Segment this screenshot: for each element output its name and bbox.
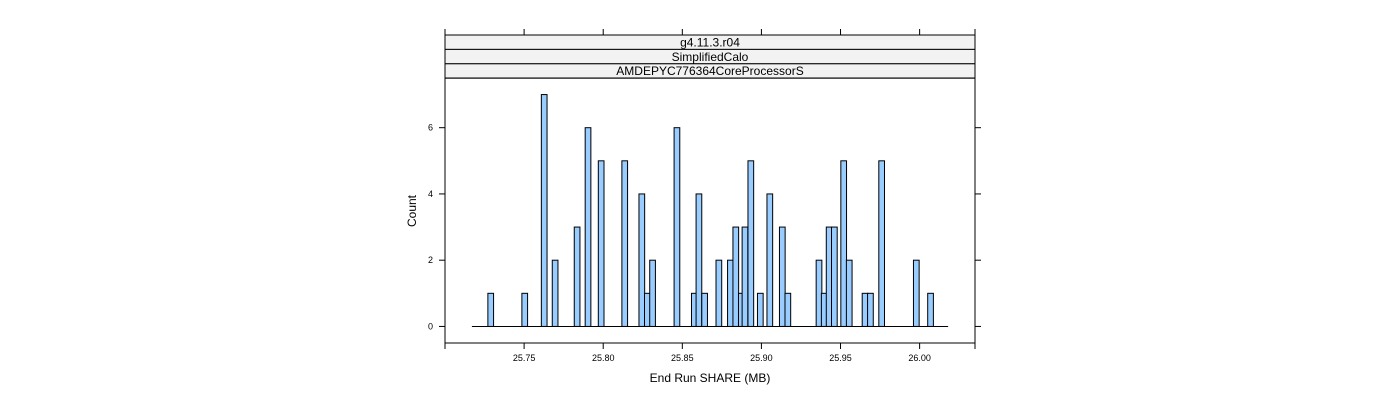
histogram-bar (778, 226, 786, 327)
x-tick-label: 25.75 (513, 353, 536, 363)
histogram-bar (540, 94, 548, 327)
strip-label-3: AMDEPYC776364CoreProcessorS (616, 64, 803, 78)
histogram-bar (756, 292, 764, 327)
strip-header: g4.11.3.r04SimplifiedCaloAMDEPYC776364Co… (444, 34, 976, 79)
y-axis-title: Count (405, 194, 419, 227)
panel-frame (444, 77, 976, 344)
histogram-bar (715, 259, 723, 327)
histogram-bar (766, 193, 774, 327)
histogram-bar (487, 292, 495, 327)
histogram-bar (638, 193, 646, 327)
y-tick-label: 6 (428, 123, 433, 133)
histogram-bar (521, 292, 529, 327)
y-tick-label: 2 (428, 255, 433, 265)
x-tick-label: 25.80 (592, 353, 615, 363)
histogram-bar (912, 259, 920, 327)
histogram-bar (649, 259, 656, 327)
histogram-bar (831, 226, 838, 327)
strip-label-2: SimplifiedCalo (672, 50, 749, 64)
x-tick-label: 25.95 (829, 353, 852, 363)
histogram-bar (584, 127, 592, 327)
histogram-bar (727, 259, 734, 327)
y-tick-label: 0 (428, 321, 433, 331)
histogram-bar (747, 160, 755, 327)
histogram-bar (695, 193, 703, 327)
histogram-bar (878, 160, 886, 327)
histogram-bar (840, 160, 848, 327)
x-tick-label: 25.85 (671, 353, 694, 363)
histogram-bar (573, 226, 581, 327)
histogram-bar (927, 292, 934, 327)
histogram-bar (867, 292, 874, 327)
x-tick-label: 25.90 (750, 353, 773, 363)
histogram-bar (701, 292, 708, 327)
histogram-bar (784, 292, 792, 327)
y-tick-label: 4 (428, 189, 433, 199)
x-axis-title: End Run SHARE (MB) (650, 371, 771, 385)
histogram-bar (861, 292, 869, 327)
x-tick-label: 26.00 (908, 353, 931, 363)
histogram-bar (551, 259, 559, 327)
strip-label-1: g4.11.3.r04 (680, 35, 740, 49)
histogram-bar (597, 160, 605, 327)
histogram-bar (845, 259, 853, 327)
histogram-bar (741, 226, 749, 327)
histogram-bar (673, 127, 681, 327)
axes-group: 25.75 25.80 25.85 25.90 25.95 26.00 0 2 4 6 (428, 29, 981, 363)
bars-group (471, 94, 949, 327)
histogram-bar (732, 226, 740, 327)
histogram-bar (621, 160, 629, 327)
